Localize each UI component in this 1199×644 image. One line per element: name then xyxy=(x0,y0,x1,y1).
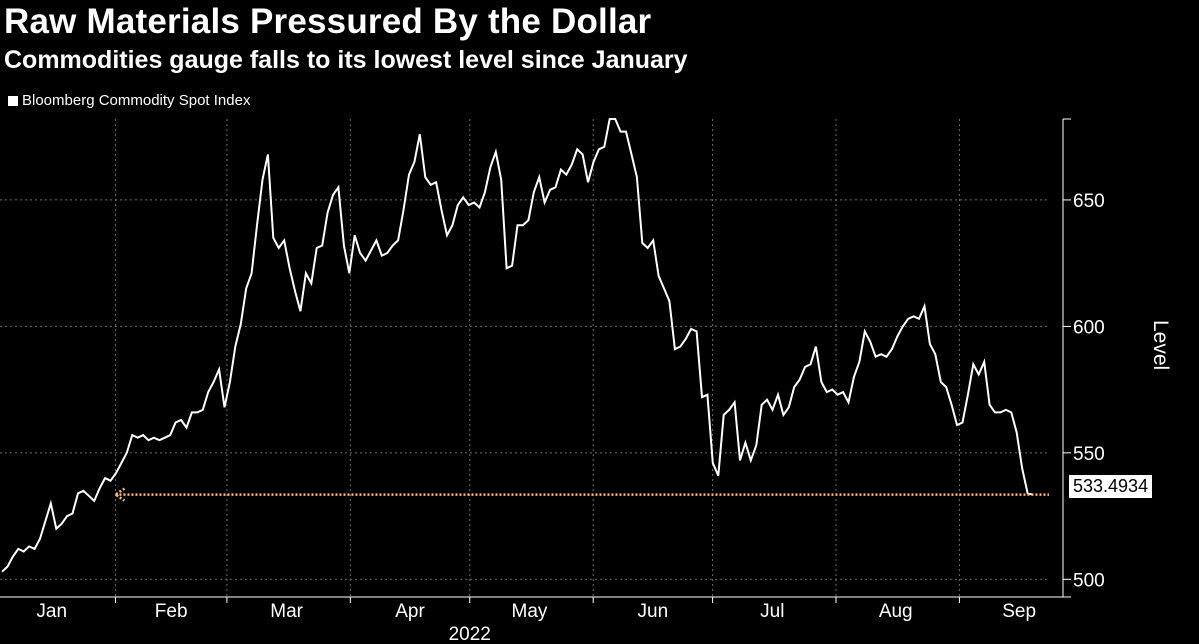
chart-title: Raw Materials Pressured By the Dollar xyxy=(4,2,652,41)
y-tick-label: 550 xyxy=(1073,444,1105,465)
x-tick-label: May xyxy=(512,601,548,622)
x-tick-label: Jul xyxy=(760,601,784,622)
x-tick-label: Jun xyxy=(638,601,669,622)
axes xyxy=(0,118,1071,598)
x-axis-ticks: Jan Feb Mar Apr May Jun Jul Aug Sep 2022 xyxy=(36,597,1036,644)
legend-label: Bloomberg Commodity Spot Index xyxy=(22,92,251,109)
x-tick-label: Mar xyxy=(270,601,303,622)
legend: Bloomberg Commodity Spot Index xyxy=(8,92,250,109)
y-tick-label: 500 xyxy=(1073,570,1105,591)
y-tick-label: 650 xyxy=(1073,191,1105,212)
series-line xyxy=(1,118,1034,573)
x-tick-label: Aug xyxy=(879,601,913,622)
y-axis-ticks: 500 550 600 650 xyxy=(1063,191,1105,591)
legend-swatch xyxy=(8,95,18,106)
x-tick-label: Feb xyxy=(155,601,188,622)
chart-subtitle: Commodities gauge falls to its lowest le… xyxy=(4,46,688,74)
x-tick-label: Sep xyxy=(1002,601,1036,622)
y-tick-label: 600 xyxy=(1073,317,1105,338)
annotation-arrow xyxy=(113,487,1049,502)
y-axis-label: Level xyxy=(1149,320,1172,371)
x-tick-label: Jan xyxy=(36,601,67,622)
last-value-label: 533.4934 xyxy=(1069,475,1153,498)
x-tick-label: Apr xyxy=(395,601,425,622)
grid-lines xyxy=(0,119,1047,597)
x-year-label: 2022 xyxy=(449,624,491,644)
